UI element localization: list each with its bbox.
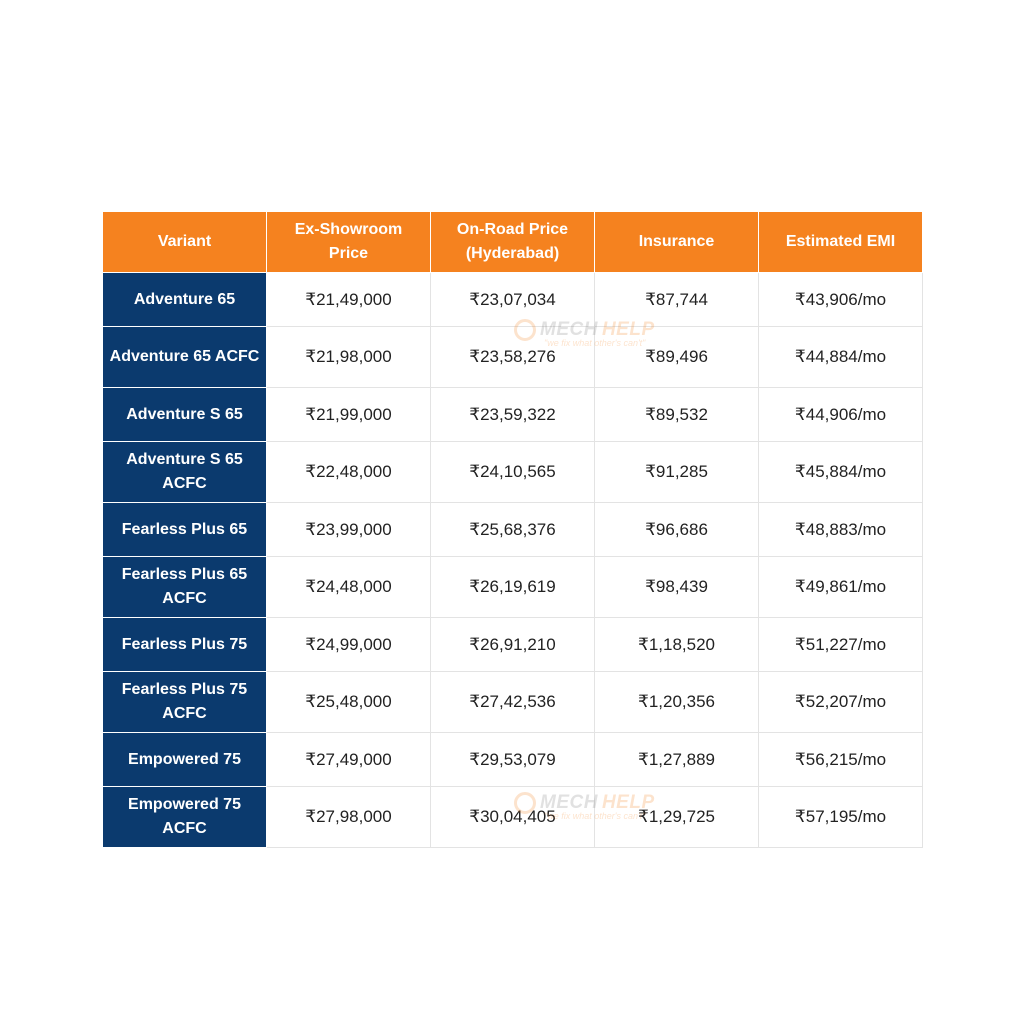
on-road-cell: ₹29,53,079 <box>430 732 595 787</box>
variant-cell: Adventure S 65 <box>102 387 267 442</box>
ex-showroom-cell: ₹24,99,000 <box>266 617 431 672</box>
ex-showroom-cell: ₹27,98,000 <box>266 786 431 848</box>
on-road-cell: ₹25,68,376 <box>430 502 595 557</box>
insurance-cell: ₹1,27,889 <box>594 732 759 787</box>
on-road-cell: ₹26,19,619 <box>430 556 595 618</box>
ex-showroom-cell: ₹21,99,000 <box>266 387 431 442</box>
emi-cell: ₹49,861/mo <box>758 556 923 618</box>
ex-showroom-cell: ₹23,99,000 <box>266 502 431 557</box>
table-row: Adventure 65 ACFC ₹21,98,000 ₹23,58,276 … <box>102 326 923 388</box>
insurance-cell: ₹96,686 <box>594 502 759 557</box>
emi-cell: ₹45,884/mo <box>758 441 923 503</box>
emi-cell: ₹44,906/mo <box>758 387 923 442</box>
emi-cell: ₹48,883/mo <box>758 502 923 557</box>
variant-cell: Empowered 75 <box>102 732 267 787</box>
variant-cell: Fearless Plus 75 ACFC <box>102 671 267 733</box>
insurance-cell: ₹1,20,356 <box>594 671 759 733</box>
on-road-cell: ₹23,07,034 <box>430 272 595 327</box>
on-road-cell: ₹23,58,276 <box>430 326 595 388</box>
on-road-cell: ₹26,91,210 <box>430 617 595 672</box>
insurance-cell: ₹1,18,520 <box>594 617 759 672</box>
emi-cell: ₹44,884/mo <box>758 326 923 388</box>
header-row: Variant Ex-Showroom Price On-Road Price … <box>102 211 923 273</box>
header-on-road-price: On-Road Price (Hyderabad) <box>430 211 595 273</box>
emi-cell: ₹51,227/mo <box>758 617 923 672</box>
variant-cell: Fearless Plus 65 <box>102 502 267 557</box>
table-row: Adventure S 65 ACFC ₹22,48,000 ₹24,10,56… <box>102 441 923 503</box>
ex-showroom-cell: ₹24,48,000 <box>266 556 431 618</box>
insurance-cell: ₹98,439 <box>594 556 759 618</box>
on-road-cell: ₹23,59,322 <box>430 387 595 442</box>
table-header: Variant Ex-Showroom Price On-Road Price … <box>102 211 923 273</box>
variant-cell: Adventure 65 ACFC <box>102 326 267 388</box>
table-row: Fearless Plus 65 ACFC ₹24,48,000 ₹26,19,… <box>102 556 923 618</box>
ex-showroom-cell: ₹21,98,000 <box>266 326 431 388</box>
on-road-cell: ₹30,04,405 <box>430 786 595 848</box>
table-row: Fearless Plus 75 ACFC ₹25,48,000 ₹27,42,… <box>102 671 923 733</box>
ex-showroom-cell: ₹22,48,000 <box>266 441 431 503</box>
table-body: Adventure 65 ₹21,49,000 ₹23,07,034 ₹87,7… <box>102 272 923 848</box>
variant-cell: Fearless Plus 65 ACFC <box>102 556 267 618</box>
insurance-cell: ₹91,285 <box>594 441 759 503</box>
emi-cell: ₹43,906/mo <box>758 272 923 327</box>
variant-cell: Adventure 65 <box>102 272 267 327</box>
ex-showroom-cell: ₹25,48,000 <box>266 671 431 733</box>
price-table: Variant Ex-Showroom Price On-Road Price … <box>102 211 923 848</box>
header-variant: Variant <box>102 211 267 273</box>
emi-cell: ₹52,207/mo <box>758 671 923 733</box>
table-row: Adventure S 65 ₹21,99,000 ₹23,59,322 ₹89… <box>102 387 923 442</box>
table-row: Fearless Plus 65 ₹23,99,000 ₹25,68,376 ₹… <box>102 502 923 557</box>
table-row: Empowered 75 ACFC ₹27,98,000 ₹30,04,405 … <box>102 786 923 848</box>
ex-showroom-cell: ₹21,49,000 <box>266 272 431 327</box>
on-road-cell: ₹24,10,565 <box>430 441 595 503</box>
variant-cell: Adventure S 65 ACFC <box>102 441 267 503</box>
emi-cell: ₹57,195/mo <box>758 786 923 848</box>
header-insurance: Insurance <box>594 211 759 273</box>
insurance-cell: ₹1,29,725 <box>594 786 759 848</box>
insurance-cell: ₹89,496 <box>594 326 759 388</box>
emi-cell: ₹56,215/mo <box>758 732 923 787</box>
insurance-cell: ₹87,744 <box>594 272 759 327</box>
variant-cell: Fearless Plus 75 <box>102 617 267 672</box>
header-estimated-emi: Estimated EMI <box>758 211 923 273</box>
on-road-cell: ₹27,42,536 <box>430 671 595 733</box>
table-row: Empowered 75 ₹27,49,000 ₹29,53,079 ₹1,27… <box>102 732 923 787</box>
ex-showroom-cell: ₹27,49,000 <box>266 732 431 787</box>
table-row: Adventure 65 ₹21,49,000 ₹23,07,034 ₹87,7… <box>102 272 923 327</box>
header-ex-showroom-price: Ex-Showroom Price <box>266 211 431 273</box>
table-row: Fearless Plus 75 ₹24,99,000 ₹26,91,210 ₹… <box>102 617 923 672</box>
insurance-cell: ₹89,532 <box>594 387 759 442</box>
variant-cell: Empowered 75 ACFC <box>102 786 267 848</box>
